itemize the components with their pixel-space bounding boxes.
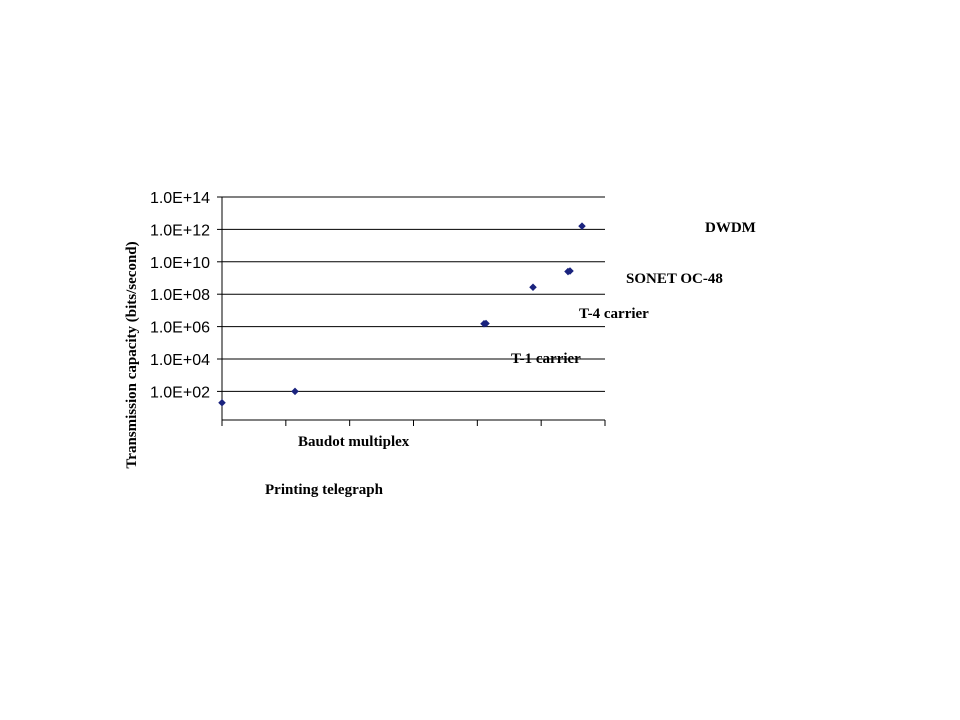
gridlines	[217, 196, 605, 392]
y-tick-label: 1.0E+06	[150, 320, 210, 337]
y-tick-label: 1.0E+08	[150, 287, 210, 304]
y-axis-label: Transmission capacity (bits/second)	[124, 241, 140, 468]
y-tick-label: 1.0E+04	[150, 352, 210, 369]
axes	[221, 197, 605, 421]
annotation-t1-carrier: T-1 carrier	[511, 351, 581, 367]
y-tick-labels: 1.0E+14 1.0E+12 1.0E+10 1.0E+08 1.0E+06 1.0E+…	[150, 190, 210, 401]
annotation-t4-carrier: T-4 carrier	[579, 306, 649, 322]
y-tick-label: 1.0E+10	[150, 255, 210, 272]
data-point	[578, 222, 586, 230]
x-ticks	[221, 420, 606, 426]
data-points	[218, 222, 586, 407]
y-tick-label: 1.0E+02	[150, 384, 210, 401]
data-point	[291, 387, 299, 396]
y-tick-label: 1.0E+14	[150, 190, 210, 207]
annotation-dwdm: DWDM	[705, 220, 756, 236]
annotation-printing-telegraph: Printing telegraph	[265, 482, 384, 498]
data-point	[482, 319, 490, 328]
annotation-sonet-oc48: SONET OC-48	[626, 271, 723, 287]
annotation-baudot-multiplex: Baudot multiplex	[298, 434, 410, 450]
y-tick-label: 1.0E+12	[150, 222, 210, 239]
data-point	[566, 267, 574, 275]
data-point	[218, 398, 226, 407]
data-point	[529, 283, 537, 291]
